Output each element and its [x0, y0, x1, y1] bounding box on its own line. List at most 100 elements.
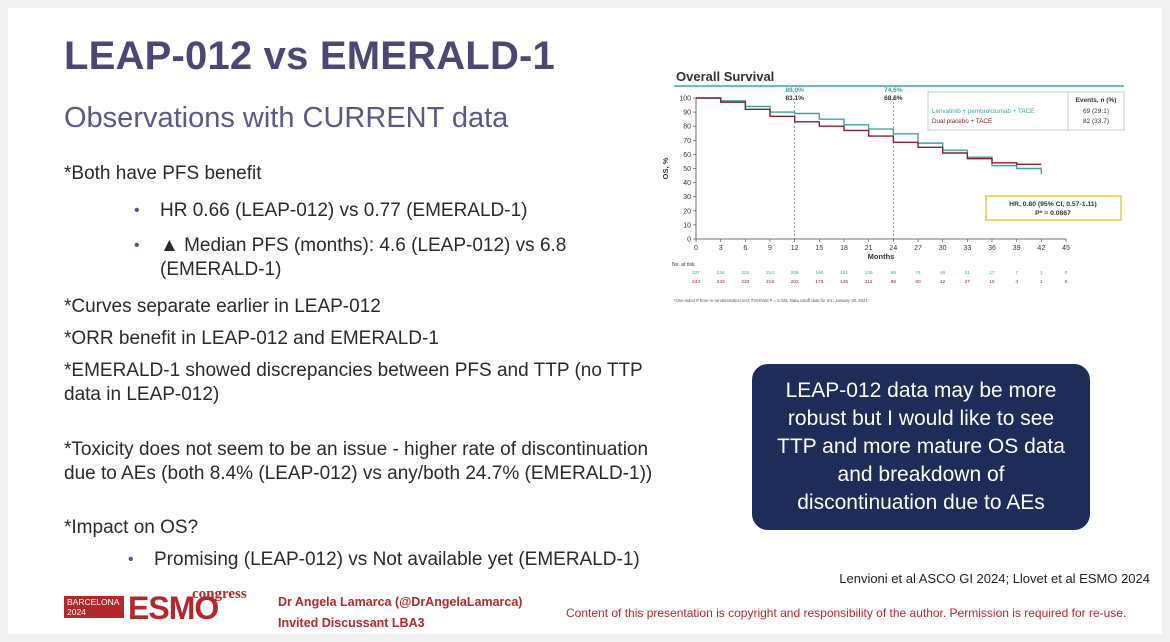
observation-pfs-benefit: *Both have PFS benefit: [64, 163, 262, 184]
copyright-notice: Content of this presentation is copyrigh…: [566, 606, 1127, 620]
bullet-median-pfs-text: ▲ Median PFS (months): 4.6 (LEAP-012) vs…: [160, 234, 566, 282]
risk-value: 173: [815, 279, 823, 285]
y-tick-label: 40: [683, 180, 691, 187]
risk-value: 224: [741, 270, 749, 276]
x-tick-label: 30: [939, 245, 947, 252]
slide: LEAP-012 vs EMERALD-1 Observations with …: [8, 8, 1162, 634]
legend-entry: Lenvatinib + pembrolizumab + TACE: [932, 108, 1034, 115]
x-tick-label: 36: [988, 245, 996, 252]
landmark-label: 89.0%: [785, 87, 804, 94]
overall-survival-chart: Overall Survival 0 10 20 30 40 50 60 70 80 90 100 0 3…: [646, 56, 1126, 306]
observation-orr: *ORR benefit in LEAP-012 and EMERALD-1: [64, 328, 439, 349]
bullet-os-text: Promising (LEAP-012) vs Not available ye…: [154, 549, 640, 570]
logo-congress: congress: [192, 586, 247, 602]
risk-value: 218: [766, 279, 774, 285]
landmark-label: 68.6%: [884, 95, 903, 102]
p-value-text: P* = 0.0867: [1035, 210, 1071, 217]
risk-value: 243: [692, 279, 700, 285]
landmark-label: 83.1%: [785, 95, 804, 102]
hr-box: [985, 195, 1122, 221]
bullet-dot: •: [134, 202, 140, 219]
y-tick-label: 70: [683, 138, 691, 145]
risk-value: 0: [1065, 270, 1068, 276]
risk-value: 17: [989, 270, 995, 276]
bullet-median-pfs-line2: (EMERALD-1): [160, 259, 282, 280]
reference-lenvioni: Lenvioni et al ASCO GI 2024;: [839, 571, 1010, 586]
risk-value: 42: [940, 279, 946, 285]
risk-value: 15: [989, 279, 995, 285]
risk-value: 206: [791, 270, 799, 276]
reference-llovet: Llovet et al ESMO 2024: [1009, 571, 1150, 586]
risk-value: 234: [717, 270, 725, 276]
x-tick-label: 18: [840, 245, 848, 252]
risk-value: 0: [1065, 279, 1068, 285]
presenter-role: Invited Discussant LBA3: [278, 616, 425, 630]
risk-value: 31: [965, 270, 971, 276]
risk-value: 112: [865, 279, 873, 285]
risk-value: 4: [1015, 279, 1018, 285]
legend-header: Events, n (%): [1076, 97, 1117, 104]
bullet-median-pfs-line1: ▲ Median PFS (months): 4.6 (LEAP-012) vs…: [160, 235, 567, 256]
risk-value: 46: [940, 270, 946, 276]
legend-entry: Dual placebo + TACE: [932, 118, 992, 125]
risk-value: 202: [791, 279, 799, 285]
y-tick-label: 10: [683, 222, 691, 229]
slide-title: LEAP-012 vs EMERALD-1: [64, 34, 555, 78]
x-tick-label: 33: [963, 245, 971, 252]
x-tick-label: 21: [865, 245, 873, 252]
risk-value: 145: [840, 279, 848, 285]
logo-city: BARCELONA: [67, 597, 120, 607]
observation-discrepancies-line1: *EMERALD-1 showed discrepancies between …: [64, 360, 643, 381]
risk-value: 190: [815, 270, 823, 276]
series-line-2: [696, 97, 1042, 165]
bullet-hr: • HR 0.66 (LEAP-012) vs 0.77 (EMERALD-1): [134, 199, 694, 223]
x-tick-label: 15: [815, 245, 823, 252]
legend-events: 69 (29.1): [1083, 108, 1109, 115]
x-tick-label: 9: [768, 245, 772, 252]
bullet-os: • Promising (LEAP-012) vs Not available …: [128, 548, 688, 572]
x-tick-label: 42: [1037, 245, 1045, 252]
y-tick-label: 20: [683, 208, 691, 215]
y-axis-label: OS, %: [661, 157, 670, 179]
presenter-info: Dr Angela Lamarca (@DrAngelaLamarca) Inv…: [278, 592, 522, 634]
y-tick-label: 30: [683, 194, 691, 201]
observation-toxicity: *Toxicity does not seem to be an issue -…: [64, 438, 704, 486]
observation-toxicity-line2: due to AEs (both 8.4% (LEAP-012) vs any/…: [64, 463, 653, 484]
risk-value: 233: [741, 279, 749, 285]
risk-value: 1: [1040, 270, 1043, 276]
risk-value: 242: [717, 279, 725, 285]
y-tick-label: 60: [683, 152, 691, 159]
esmo-congress-logo: BARCELONA 2024 ESMO congress: [60, 586, 260, 626]
risk-value: 74: [915, 270, 921, 276]
x-tick-label: 6: [743, 245, 747, 252]
x-tick-label: 12: [791, 245, 799, 252]
x-tick-label: 24: [889, 245, 897, 252]
observation-discrepancies-line2: data in LEAP-012): [64, 384, 220, 405]
logo-year: 2024: [67, 607, 86, 617]
logo-esmo: ESMO: [128, 590, 219, 626]
risk-value: 237: [692, 270, 700, 276]
observation-toxicity-line1: *Toxicity does not seem to be an issue -…: [64, 439, 649, 460]
risk-value: 161: [840, 270, 848, 276]
x-tick-label: 3: [719, 245, 723, 252]
x-tick-label: 45: [1062, 245, 1070, 252]
risk-table-header: No. at risk: [672, 262, 695, 268]
risk-value: 1: [1040, 279, 1043, 285]
risk-value: 126: [865, 270, 873, 276]
chart-footnote: *One-sided P from re-randomization test;…: [674, 298, 869, 303]
hr-text: HR, 0.80 (95% CI, 0.57-1.11): [1009, 201, 1097, 208]
bullet-dot: •: [134, 237, 140, 254]
risk-value: 60: [915, 279, 921, 285]
bullet-median-pfs: • ▲ Median PFS (months): 4.6 (LEAP-012) …: [134, 234, 694, 282]
y-tick-label: 80: [683, 124, 691, 131]
x-axis-label: Months: [868, 252, 895, 261]
legend-box: [927, 91, 1125, 131]
x-tick-label: 27: [914, 245, 922, 252]
reference: Lenvioni et al ASCO GI 2024; Llovet et a…: [839, 571, 1150, 586]
y-tick-label: 50: [683, 166, 691, 173]
bullet-hr-text: HR 0.66 (LEAP-012) vs 0.77 (EMERALD-1): [160, 200, 528, 221]
slide-subtitle: Observations with CURRENT data: [64, 102, 509, 134]
risk-value: 95: [891, 270, 897, 276]
conclusion-callout: LEAP-012 data may be more robust but I w…: [752, 364, 1090, 530]
